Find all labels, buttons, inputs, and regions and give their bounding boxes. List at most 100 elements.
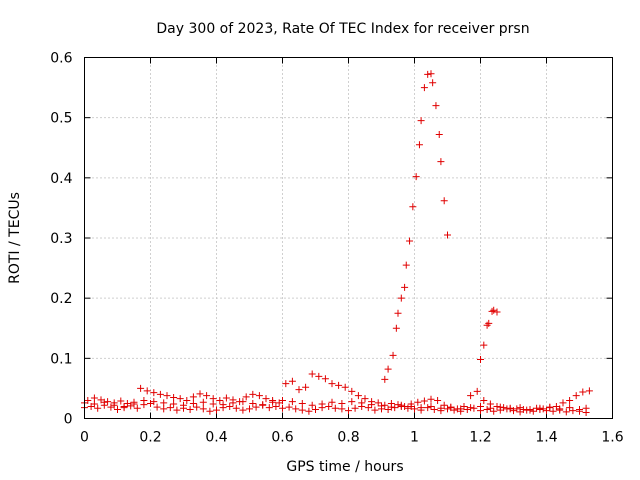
data-point [206, 407, 214, 415]
data-point [189, 399, 197, 407]
data-point [368, 401, 376, 409]
data-point [420, 397, 428, 405]
x-axis-label: GPS time / hours [286, 459, 403, 475]
data-point [529, 407, 537, 415]
x-tick-label: 0.4 [205, 430, 227, 446]
data-point [180, 401, 187, 409]
data-point [328, 380, 336, 388]
data-point [401, 283, 409, 291]
data-point [272, 402, 280, 410]
data-point [420, 84, 428, 92]
data-point [407, 402, 415, 410]
data-point [444, 405, 451, 413]
data-point [358, 399, 366, 407]
data-point [559, 399, 567, 407]
data-point [298, 406, 306, 414]
data-point [424, 70, 432, 78]
data-point [160, 399, 168, 407]
data-point [378, 402, 385, 410]
y-axis-label: ROTI / TECUs [7, 192, 23, 284]
data-point [219, 401, 227, 409]
x-tick-label: 0.6 [271, 430, 293, 446]
data-point [536, 404, 544, 412]
x-tick-label: 0.8 [337, 430, 359, 446]
plot-frame [84, 57, 613, 419]
data-point [483, 405, 491, 413]
data-point [374, 399, 382, 407]
x-tick-label: 0 [80, 430, 89, 446]
data-point [415, 141, 423, 149]
data-point [513, 405, 521, 413]
data-point [285, 403, 293, 411]
data-point [473, 387, 481, 395]
data-point [170, 400, 178, 408]
data-point [364, 404, 372, 412]
data-point [259, 401, 267, 409]
y-tick-label: 0.1 [50, 351, 72, 367]
data-point [579, 388, 587, 396]
data-point [321, 375, 329, 383]
data-point [117, 397, 125, 405]
data-point [94, 404, 102, 412]
data-point [341, 383, 349, 391]
data-point [213, 406, 220, 414]
data-point [490, 306, 498, 314]
data-point [163, 392, 171, 400]
data-point [480, 341, 488, 349]
data-point [485, 319, 493, 327]
data-point [437, 404, 445, 412]
data-point [470, 404, 478, 412]
data-point [189, 393, 197, 401]
data-point [543, 407, 550, 415]
data-point [549, 407, 557, 415]
data-point [427, 402, 435, 410]
grid [84, 57, 613, 419]
data-point [404, 404, 412, 412]
data-point [440, 197, 448, 205]
data-point [288, 377, 296, 385]
data-point [389, 351, 397, 359]
data-point [394, 309, 402, 317]
data-point [467, 392, 475, 400]
y-tick-label: 0.2 [50, 291, 72, 307]
data-point [269, 398, 277, 406]
data-point [335, 381, 343, 389]
series-group [81, 399, 590, 416]
data-point [345, 407, 352, 415]
data-point [90, 400, 98, 408]
data-point [137, 384, 145, 392]
data-point [432, 102, 440, 110]
data-point [173, 406, 181, 414]
data-point [585, 387, 593, 395]
data-point [467, 404, 475, 412]
data-point [226, 402, 234, 410]
data-point [262, 395, 270, 403]
data-point [493, 308, 501, 316]
data-point [463, 405, 471, 413]
data-point [392, 324, 400, 332]
data-point [302, 383, 310, 391]
data-point [556, 405, 564, 413]
data-point [477, 402, 484, 410]
data-point [298, 399, 306, 407]
data-point [387, 403, 395, 411]
data-point [90, 394, 98, 402]
data-point [107, 403, 115, 411]
data-point [440, 401, 448, 409]
data-point [312, 405, 319, 413]
data-point [402, 261, 410, 269]
data-point [249, 390, 257, 398]
data-point [444, 231, 451, 239]
data-point [110, 401, 118, 409]
data-point [246, 405, 253, 413]
data-point [308, 370, 316, 378]
data-point [295, 386, 303, 394]
data-point [486, 404, 494, 412]
x-tick-label: 1 [410, 430, 419, 446]
data-points [81, 70, 593, 416]
data-point [183, 396, 191, 404]
data-point [576, 405, 583, 413]
data-point [496, 403, 504, 411]
data-point [381, 401, 389, 409]
data-point [232, 404, 240, 412]
